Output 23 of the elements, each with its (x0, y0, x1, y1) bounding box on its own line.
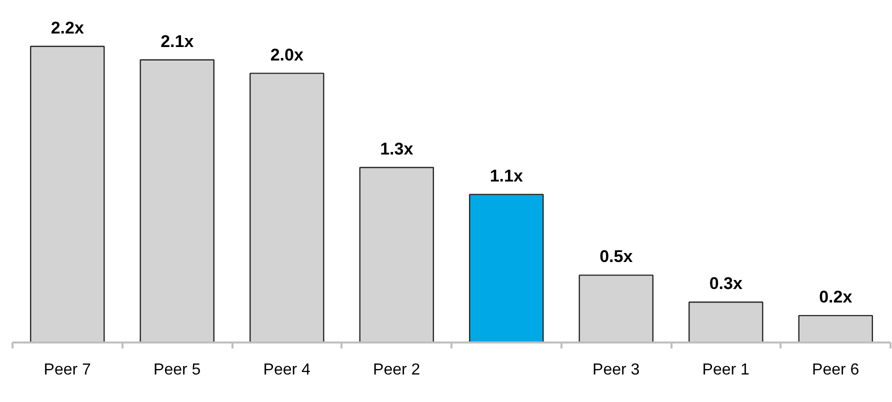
x-tick-label: Peer 1 (702, 362, 750, 378)
data-label: 2.0x (270, 45, 304, 64)
data-label: 2.1x (160, 32, 194, 51)
x-tick-label: Peer 6 (812, 362, 860, 378)
bar (798, 314, 873, 342)
data-label: 2.2x (50, 18, 84, 38)
x-tick-label: Peer 7 (44, 362, 92, 378)
data-label: 0.5x (600, 247, 634, 266)
bar (469, 194, 544, 342)
x-tick-label: Peer 3 (592, 362, 640, 378)
bar (30, 46, 105, 342)
x-tick-label: Peer 5 (154, 362, 201, 378)
x-tick-label: Peer 2 (373, 362, 420, 378)
data-label: 0.3x (709, 274, 743, 294)
data-label: 0.2x (819, 288, 853, 307)
bar (688, 302, 764, 342)
data-label: 1.3x (380, 140, 414, 159)
bar (140, 59, 214, 342)
bar (578, 274, 654, 342)
x-tick-label: Peer 4 (263, 362, 311, 378)
data-label: 1.1x (490, 166, 524, 186)
bar (359, 166, 434, 342)
bar (250, 72, 324, 342)
